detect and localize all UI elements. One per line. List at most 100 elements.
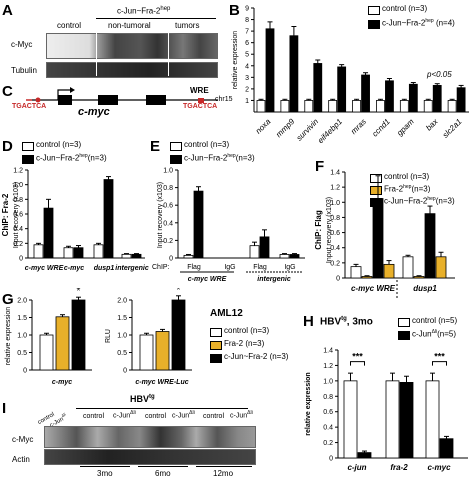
panel-f-legend-fra-swatch bbox=[370, 186, 382, 195]
e-chip-label: ChIP: bbox=[152, 264, 170, 271]
panel-i-timeline-3 bbox=[196, 466, 252, 467]
panel-i-blot-actin bbox=[44, 449, 256, 465]
e-ytick-label: 0.6 bbox=[163, 203, 173, 210]
h-control-bar bbox=[343, 380, 358, 459]
h-cjun-bar bbox=[399, 382, 414, 459]
panel-b-legend-control: control (n=3) bbox=[382, 4, 428, 13]
b-cjun-bar bbox=[313, 63, 323, 113]
panel-c-letter: C bbox=[2, 83, 13, 100]
panel-i-timeline-1 bbox=[80, 466, 130, 467]
panel-i-hbv: HBVtg bbox=[130, 394, 155, 404]
d-cjun-bar bbox=[43, 207, 54, 259]
panel-d-legend-cjun-swatch bbox=[22, 155, 34, 164]
panel-h-chart: 0 0.2 0.4 0.6 0.8 1.0 1.2 1.4 relative expressio… bbox=[305, 348, 468, 472]
f-series0-bar bbox=[350, 266, 362, 279]
panel-g-legend-cjun: c-Jun~Fra-2 (n=3) bbox=[224, 352, 289, 361]
panel-f-legend-control-swatch bbox=[370, 174, 382, 183]
panel-a-divider-1 bbox=[96, 33, 97, 76]
b-control-bar bbox=[352, 100, 361, 113]
panel-a-letter: A bbox=[2, 2, 13, 19]
h-ytick-label: 0.8 bbox=[323, 394, 333, 401]
b-control-bar bbox=[376, 100, 385, 113]
f-ytick-label: 0.2 bbox=[330, 260, 340, 267]
panel-f-chart: 0 0.2 0.4 0.6 0.8 1.0 1.2 1.4 ChIP: Flag Input re… bbox=[315, 170, 455, 298]
e-ytick-label: 0 bbox=[169, 256, 173, 263]
h-control-bar bbox=[425, 380, 440, 459]
panel-f-legend-control: control (n=3) bbox=[384, 172, 430, 181]
panel-d-legend-cjun: c-Jun~Fra-2hep(n=3) bbox=[36, 153, 107, 163]
g2-ytick-label: 2.0 bbox=[117, 298, 127, 305]
panel-h-letter: H bbox=[303, 313, 314, 330]
b-cjun-bar bbox=[408, 83, 418, 113]
panel-e-legend-control-swatch bbox=[170, 142, 182, 151]
panel-i-blot-cmyc bbox=[44, 426, 256, 448]
panel-g-legend-cjun-swatch bbox=[210, 354, 222, 363]
d-cjun-bar bbox=[131, 253, 142, 259]
f-series0-bar bbox=[402, 256, 414, 279]
panel-e-legend-cjun: c-Jun~Fra-2hep(n=3) bbox=[184, 153, 255, 163]
e-cjun-bar bbox=[289, 254, 300, 259]
b-xtick-label: gpam bbox=[395, 117, 416, 138]
panel-g-title: AML12 bbox=[210, 308, 243, 319]
g1-0-bar bbox=[39, 334, 54, 371]
f-series1-bar bbox=[361, 276, 373, 279]
panel-a-divider-2 bbox=[168, 33, 169, 76]
panel-a-blot-tubulin bbox=[46, 62, 218, 78]
panel-g-chart-cmyc: 0 0.5 1.0 1.5 2.0 relative expression * c-myc bbox=[5, 288, 92, 386]
panel-h-legend-control: control (n=5) bbox=[412, 316, 458, 325]
d-ytick-label: 1.2 bbox=[13, 168, 23, 175]
h-sig-bracket bbox=[432, 361, 447, 366]
d-xtick-label: dusp1 bbox=[94, 265, 115, 272]
f-ytick-label: 1.4 bbox=[330, 170, 340, 177]
d-xtick-label: c-myc bbox=[64, 265, 84, 272]
d-control-bar bbox=[33, 244, 44, 259]
b-ytick-label: 4 bbox=[245, 63, 249, 70]
b-cjun-bar bbox=[361, 74, 370, 113]
d-ylabel-chip: ChIP: Fra-2 bbox=[1, 193, 10, 236]
panel-i-lane-control-2: control bbox=[145, 413, 167, 420]
b-control-bar bbox=[423, 100, 433, 113]
panel-d-legend-control: control (n=3) bbox=[36, 140, 82, 149]
g1-ylabel: relative expression bbox=[5, 307, 12, 365]
panel-i-lane-cjun-2: c-JunΔli bbox=[172, 410, 195, 420]
panel-a-col-control: control bbox=[57, 21, 82, 30]
panel-i-letter: I bbox=[2, 400, 7, 417]
f-series3-bar bbox=[383, 263, 395, 279]
panel-h-legend-cjun: c-JunΔli(n=5) bbox=[412, 329, 457, 339]
h-ylabel: relative expression bbox=[305, 372, 312, 435]
panel-c-chr: chr15 bbox=[215, 96, 233, 103]
panel-a-row-tubulin: Tubulin bbox=[11, 66, 37, 75]
g1-1-bar bbox=[55, 316, 70, 371]
panel-h-legend-control-swatch bbox=[398, 318, 410, 327]
panel-g-chart-luc: 0 0.5 1.0 1.5 2.0 RLU * c-myc WRE-Luc bbox=[105, 288, 192, 386]
b-control-bar bbox=[328, 100, 338, 113]
d-control-bar bbox=[63, 247, 74, 259]
panel-i-lane-control-3: control bbox=[203, 413, 225, 420]
e-control-bar bbox=[249, 245, 260, 259]
b-xtick-label: mmp9 bbox=[274, 117, 296, 139]
panel-b-letter: B bbox=[229, 2, 240, 19]
g2-ytick-label: 1.0 bbox=[117, 333, 127, 340]
g2-0-bar bbox=[139, 334, 154, 371]
b-ytick-label: 7 bbox=[245, 29, 249, 36]
g1-2-bar bbox=[71, 299, 86, 371]
e-ytick-label: 0.8 bbox=[163, 185, 173, 192]
e-control-bar bbox=[183, 254, 194, 259]
panel-a-col-tumors: tumors bbox=[175, 21, 200, 30]
panel-c-tgactca-right: TGACTCA bbox=[183, 103, 218, 110]
b-ytick-label: 8 bbox=[245, 17, 249, 24]
g2-ytick-label: 0.5 bbox=[117, 350, 127, 357]
panel-i-lane-control-1: control bbox=[83, 413, 105, 420]
panel-i-timeline-2 bbox=[138, 466, 188, 467]
f-ytick-label: 0 bbox=[336, 276, 340, 283]
g2-ytick-label: 1.5 bbox=[117, 315, 127, 322]
d-ytick-label: 0.2 bbox=[13, 241, 23, 248]
e-group2-label: intergenic bbox=[257, 276, 291, 283]
panel-b-legend-control-swatch bbox=[368, 6, 380, 15]
b-cjun-bar bbox=[337, 66, 347, 113]
h-ytick-label: 0 bbox=[329, 456, 333, 463]
g2-1-bar bbox=[155, 331, 170, 371]
g2-ytick-label: 0 bbox=[123, 368, 127, 375]
panel-h-title: HBVtg, 3mo bbox=[320, 316, 373, 328]
panel-b-legend-cjun-swatch bbox=[368, 20, 380, 29]
